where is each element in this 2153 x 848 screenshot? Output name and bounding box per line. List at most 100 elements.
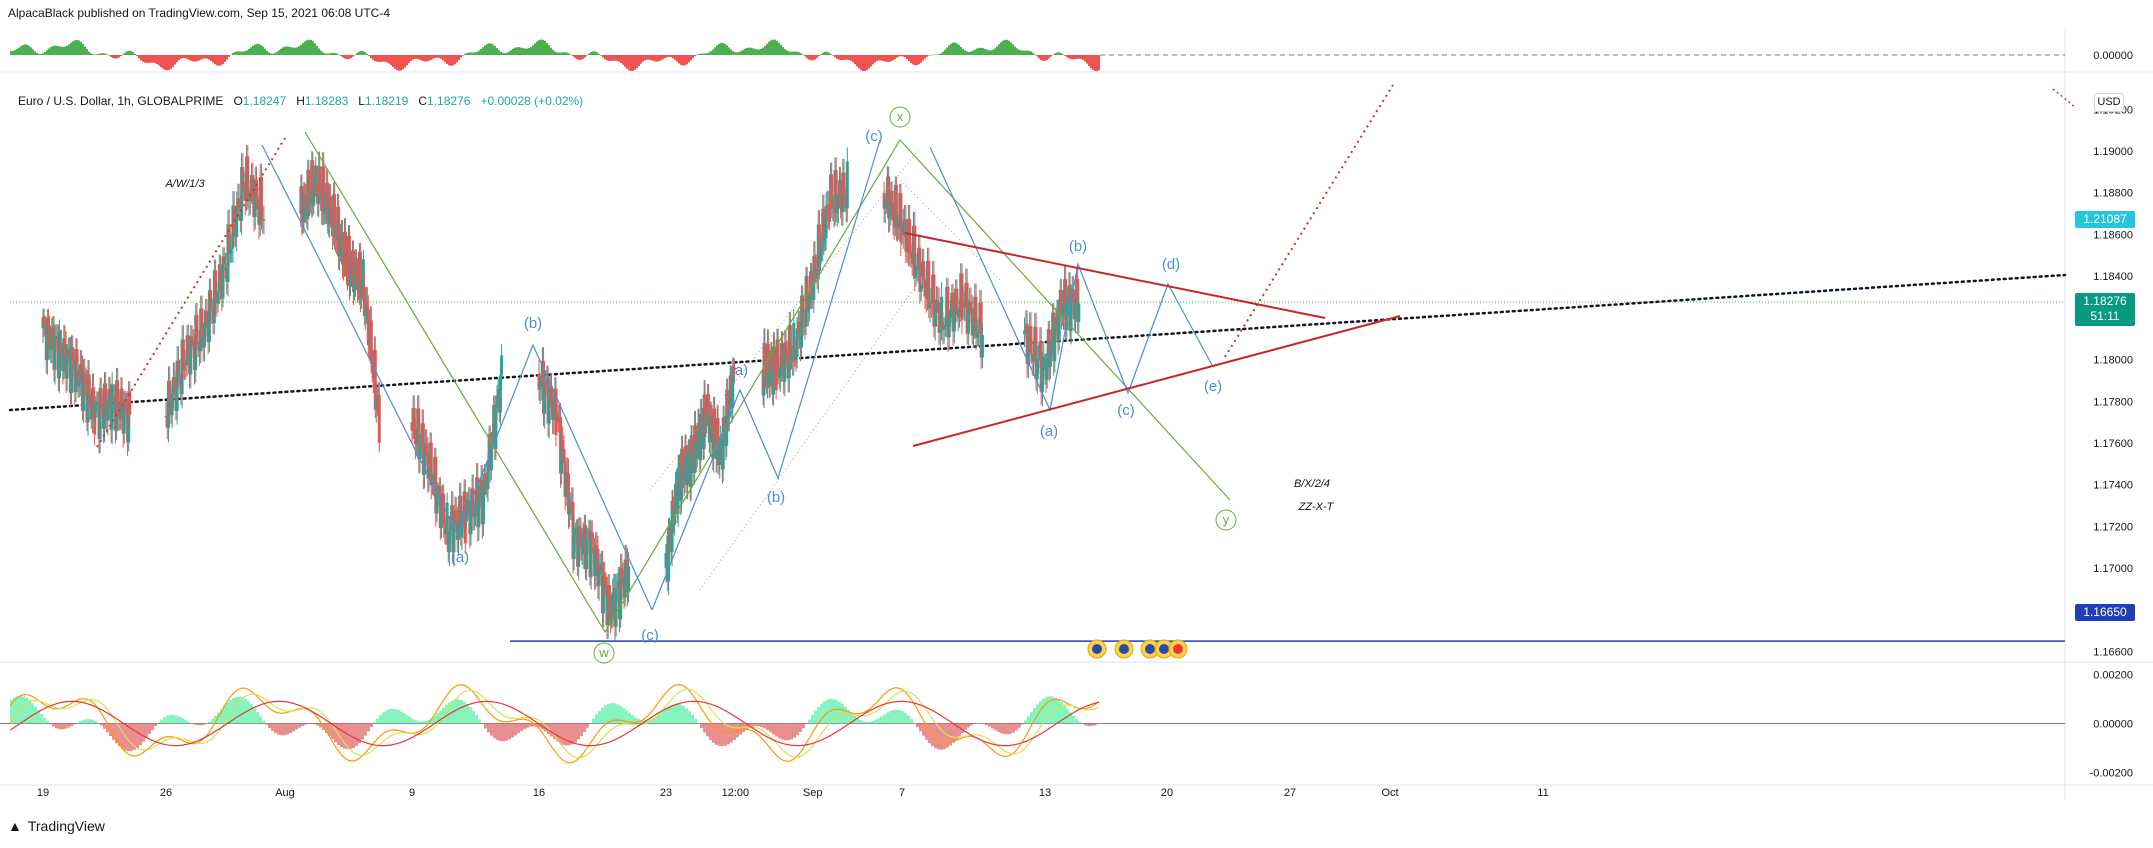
top-osc-bar (650, 55, 652, 61)
bottom-osc-hist-bar (532, 723, 535, 727)
top-osc-bar (260, 44, 262, 55)
top-osc-bar (560, 52, 562, 55)
channel-lower-dots (699, 279, 921, 591)
candle-body (552, 400, 556, 421)
candle-body (361, 259, 365, 290)
top-osc-bar (422, 55, 424, 62)
top-osc-bar (316, 45, 318, 55)
bottom-osc-hist-bar (640, 719, 643, 724)
candle-body (214, 270, 218, 302)
top-osc-bar (872, 55, 874, 65)
candle-body (691, 451, 695, 455)
top-osc-bar (938, 54, 940, 55)
candle-body (810, 271, 814, 296)
candle-body (349, 270, 353, 276)
candle-body (719, 438, 723, 450)
bottom-osc-hist-bar (382, 712, 385, 724)
bottom-osc-hist-bar (409, 717, 412, 724)
top-osc-bar (496, 48, 498, 55)
candle-body (194, 315, 198, 370)
time-tick-label: 20 (1161, 787, 1173, 799)
candle-body (952, 314, 956, 332)
candle-body (614, 588, 618, 627)
bottom-osc-hist-bar (934, 723, 937, 749)
candle-body (951, 292, 955, 332)
top-osc-bar (374, 55, 376, 62)
candle-body (1032, 354, 1036, 362)
top-osc-bar (206, 55, 208, 59)
top-osc-bar (844, 55, 846, 60)
time-tick-label: 26 (160, 787, 172, 799)
top-osc-bar (472, 52, 474, 55)
top-osc-bar (532, 45, 534, 55)
bottom-osc-hist-bar (133, 723, 136, 750)
time-tick-label: 23 (660, 787, 672, 799)
bottom-osc-hist-bar (274, 723, 277, 734)
bottom-osc-hist-bar (169, 714, 172, 724)
top-osc-bar (214, 55, 216, 65)
top-osc-bar (854, 55, 856, 65)
bottom-osc-hist-bar (901, 711, 904, 724)
candle-body (42, 317, 46, 325)
bottom-osc-hist-bar (652, 717, 655, 724)
symbol-name[interactable]: Euro / U.S. Dollar, 1h, GLOBALPRIME (18, 94, 224, 108)
time-tick-label: Aug (275, 787, 295, 799)
bottom-osc-hist-bar (550, 723, 553, 737)
top-osc-bar (482, 47, 484, 55)
top-osc-bar (416, 55, 418, 59)
bottom-osc-hist-bar (835, 700, 838, 724)
candle-body (904, 219, 908, 252)
bottom-osc-hist-bar (940, 723, 943, 750)
candle-body (949, 309, 953, 318)
top-osc-bar (964, 50, 966, 55)
top-osc-bar (968, 51, 970, 55)
top-osc-bar (648, 55, 650, 60)
bottom-osc-hist-bar (706, 723, 709, 737)
top-osc-bar (996, 46, 998, 55)
candle-body (326, 182, 330, 225)
top-osc-bar (156, 55, 158, 65)
time-tick-label: 12:00 (722, 787, 750, 799)
bottom-osc-hist-bar (958, 723, 961, 737)
top-osc-bar (420, 55, 422, 61)
bottom-osc-hist-bar (538, 723, 541, 728)
bottom-osc-hist-bar (97, 722, 100, 724)
top-osc-bar (144, 55, 146, 63)
top-osc-bar (36, 52, 38, 55)
candle-body (1057, 310, 1061, 342)
bottom-osc-hist-bar (715, 723, 718, 745)
candle-body (817, 224, 821, 261)
candle-body (124, 403, 128, 410)
bottom-osc-hist-bar (328, 723, 331, 736)
candle-body (539, 377, 543, 388)
top-osc-bar (670, 55, 672, 58)
bottom-osc-hist-bar (313, 723, 316, 725)
bottom-osc-hist-bar (949, 723, 952, 746)
bottom-osc-hist-bar (1084, 723, 1087, 726)
price-tick-label: 1.18800 (2093, 188, 2133, 200)
bottom-osc-hist-bar (220, 709, 223, 724)
currency-button[interactable]: USD (2094, 93, 2124, 112)
top-osc-bar (628, 55, 630, 71)
bottom-osc-hist-bar (529, 723, 532, 727)
candle-body (1035, 360, 1039, 380)
top-osc-bar (834, 55, 836, 58)
candle-body (795, 328, 799, 358)
top-osc-bar (720, 42, 722, 55)
top-osc-bar (590, 52, 592, 55)
top-osc-bar (850, 55, 852, 61)
bottom-osc-hist-bar (223, 705, 226, 724)
bottom-osc-hist-bar (1051, 696, 1054, 724)
candle-body (115, 380, 119, 431)
triangle-lower-line (912, 315, 1401, 447)
bottom-osc-hist-bar (928, 723, 931, 744)
candle-body (434, 456, 438, 514)
bottom-osc-hist-bar (232, 698, 235, 724)
top-osc-bar (630, 55, 632, 72)
top-osc-bar (220, 55, 222, 66)
candle-body (104, 383, 108, 401)
bottom-osc-hist-bar (376, 718, 379, 724)
candle-body (620, 568, 624, 578)
candle-body (195, 315, 199, 343)
